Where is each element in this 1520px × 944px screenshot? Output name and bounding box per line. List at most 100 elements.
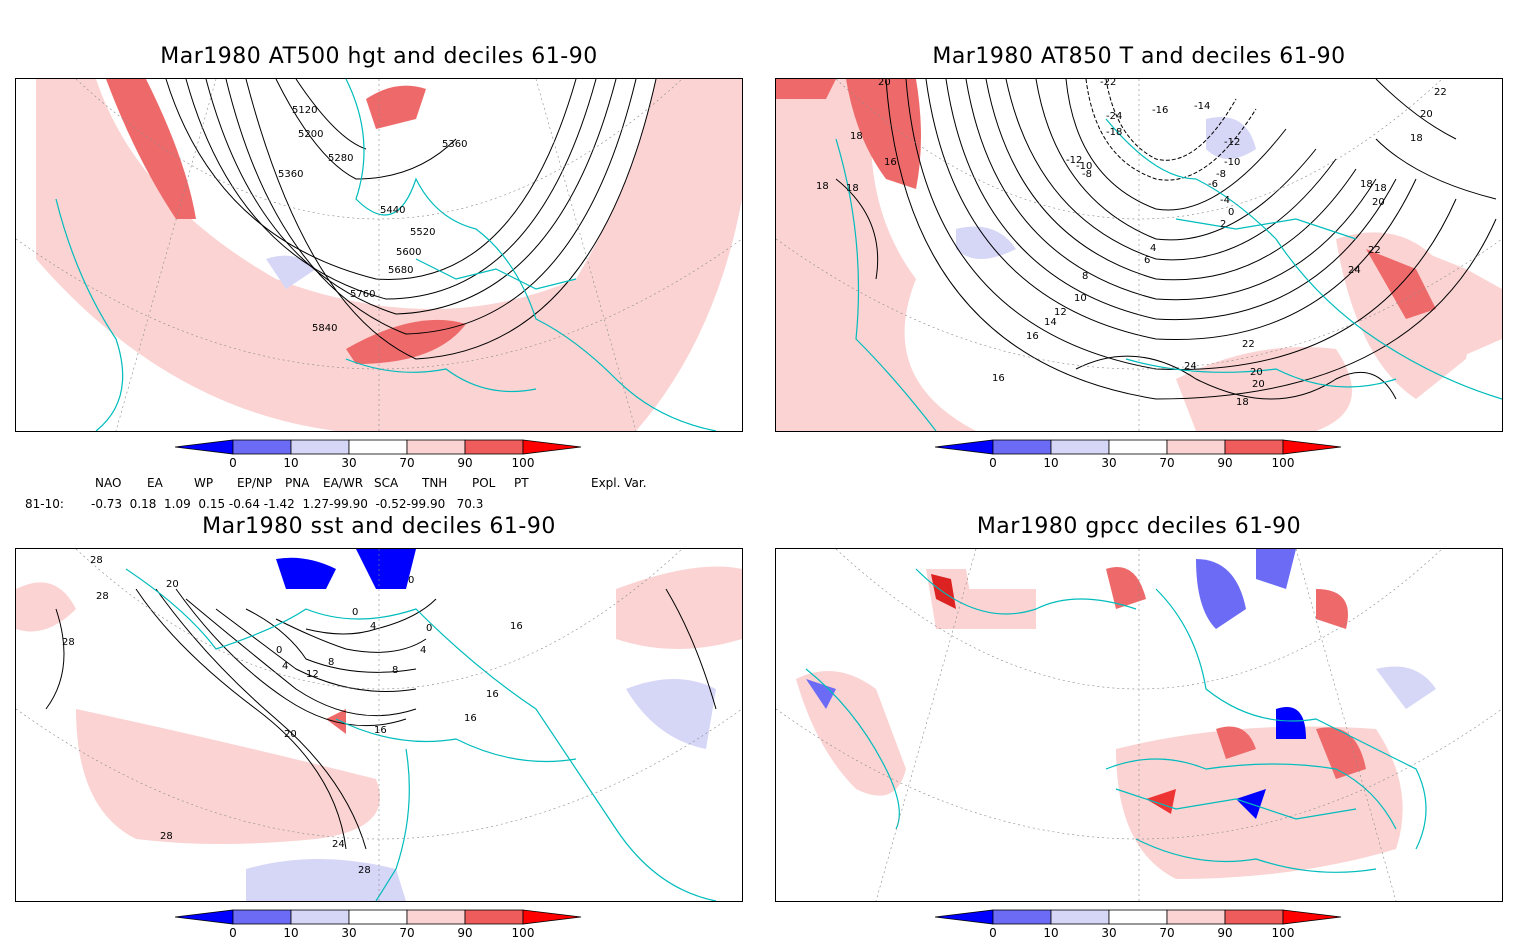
colorbar-tick: 10 (1043, 926, 1059, 940)
contour-label: 20 (878, 79, 891, 88)
colorbar-tick: 70 (1159, 926, 1175, 940)
colorbar-high-triangle (522, 909, 582, 925)
contour-label: -12 (1066, 155, 1082, 166)
contour-label: 20 (166, 579, 179, 590)
contour-label: 2 (1220, 219, 1226, 230)
contour-label: 4 (370, 621, 376, 632)
contour-label: 5360 (278, 169, 303, 180)
map-sst: 28 28 20 28 0 0 4 8 12 16 20 24 28 28 16… (16, 549, 742, 901)
contour-label: 16 (486, 689, 499, 700)
colorbar-low-triangle (935, 439, 994, 455)
contour-label: -24 (1106, 111, 1122, 122)
decile-10-30-area (266, 255, 316, 289)
index-header-explvar: Expl. Var. (591, 476, 647, 490)
colorbar-gpcc: 0 10 30 70 90 100 (935, 908, 1345, 944)
colorbar-tick: 10 (1043, 456, 1059, 470)
contour-label: 5520 (410, 227, 435, 238)
map-panel-t850: 18 20 18 16 18 -22 -24 -16 -14 -12 -10 -… (775, 78, 1503, 432)
contour-label: 20 (1250, 367, 1263, 378)
contour-label: 18 (850, 131, 863, 142)
colorbar-swatch (464, 909, 524, 925)
contour-label: 6 (1144, 255, 1150, 266)
map-gpcc (776, 549, 1502, 901)
colorbar-swatch (464, 439, 524, 455)
colorbar-tick: 10 (283, 926, 299, 940)
contour-label: 18 (1360, 179, 1373, 190)
contour-label: 24 (332, 839, 345, 850)
panel-title-hgt: Mar1980 AT500 hgt and deciles 61-90 (160, 44, 598, 69)
index-header-pol: POL (472, 476, 496, 490)
colorbar-high-triangle (522, 439, 582, 455)
index-row-values: -0.73 0.18 1.09 0.15 -0.64 -1.42 1.27-99… (91, 497, 484, 511)
contour-label: 18 (1410, 133, 1423, 144)
colorbar-swatch (1224, 909, 1284, 925)
colorbar-swatch (1166, 439, 1226, 455)
contour-label: 18 (846, 183, 859, 194)
decile-90-100-area (106, 79, 196, 219)
index-header-nao: NAO (95, 476, 122, 490)
colorbar-swatch (406, 439, 466, 455)
contour-label: 22 (1434, 87, 1447, 98)
colorbar-tick: 100 (1271, 456, 1295, 470)
contour-label: 16 (464, 713, 477, 724)
contour-label: -6 (1208, 179, 1218, 190)
colorbar-tick: 0 (229, 456, 237, 470)
contour-label: 28 (358, 865, 371, 876)
contour-label: 24 (1348, 265, 1361, 276)
contour-label: 18 (816, 181, 829, 192)
colorbar-tick: 90 (457, 456, 473, 470)
map-t850: 18 20 18 16 18 -22 -24 -16 -14 -12 -10 -… (776, 79, 1502, 431)
colorbar-swatch (290, 439, 350, 455)
contour-label: -8 (1082, 169, 1092, 180)
contour-label: 0 (352, 607, 358, 618)
panel-title-gpcc: Mar1980 gpcc deciles 61-90 (976, 514, 1302, 539)
colorbar-swatch (992, 909, 1052, 925)
contour-label: 18 (1374, 183, 1387, 194)
contour-label: -14 (1194, 101, 1210, 112)
contour-label: 14 (1044, 317, 1057, 328)
contour-label: 5840 (312, 323, 337, 334)
contour-label: 5600 (396, 247, 421, 258)
contour-label: 5360 (442, 139, 467, 150)
colorbar-low-triangle (175, 909, 234, 925)
contour-label: 8 (1082, 271, 1088, 282)
panel-title-t850: Mar1980 AT850 T and deciles 61-90 (932, 44, 1346, 69)
colorbar-swatch (232, 909, 292, 925)
colorbar-tick: 30 (1101, 926, 1117, 940)
contour-label: 4 (420, 645, 426, 656)
contour-label: 28 (96, 591, 109, 602)
index-row-label: 81-10: (25, 497, 64, 511)
contour-label: 5760 (350, 289, 375, 300)
contour-label: 12 (306, 669, 319, 680)
colorbar-tick: 90 (1217, 456, 1233, 470)
contour-label: 5440 (380, 205, 405, 216)
colorbar-tick: 90 (457, 926, 473, 940)
contour-label: 5280 (328, 153, 353, 164)
index-header-ea: EA (147, 476, 163, 490)
map-panel-gpcc (775, 548, 1503, 902)
colorbar-swatch (1166, 909, 1226, 925)
contour-label: 4 (1150, 243, 1156, 254)
colorbar-swatch (406, 909, 466, 925)
contour-label: -8 (1216, 169, 1226, 180)
colorbar-swatch (992, 439, 1052, 455)
colorbar-swatch (1108, 439, 1168, 455)
contour-label: 16 (374, 725, 387, 736)
index-header-wp: WP (194, 476, 214, 490)
colorbar-low-triangle (935, 909, 994, 925)
contour-label: 28 (90, 555, 103, 566)
contour-label: 20 (1372, 197, 1385, 208)
index-header-pt: PT (514, 476, 529, 490)
colorbar-tick: 10 (283, 456, 299, 470)
contour-label: 0 (408, 575, 414, 586)
coastlines (55, 79, 717, 431)
contour-label: 5680 (388, 265, 413, 276)
contour-label: 5200 (298, 129, 323, 140)
contour-label: 16 (992, 373, 1005, 384)
map-panel-hgt: 5120 5200 5280 5360 5360 5440 5520 5600 … (15, 78, 743, 432)
index-header-tnh: TNH (422, 476, 448, 490)
colorbar-tick: 70 (1159, 456, 1175, 470)
index-header-sca: SCA (374, 476, 399, 490)
contour-label: 20 (1420, 109, 1433, 120)
contour-label: 0 (426, 623, 432, 634)
